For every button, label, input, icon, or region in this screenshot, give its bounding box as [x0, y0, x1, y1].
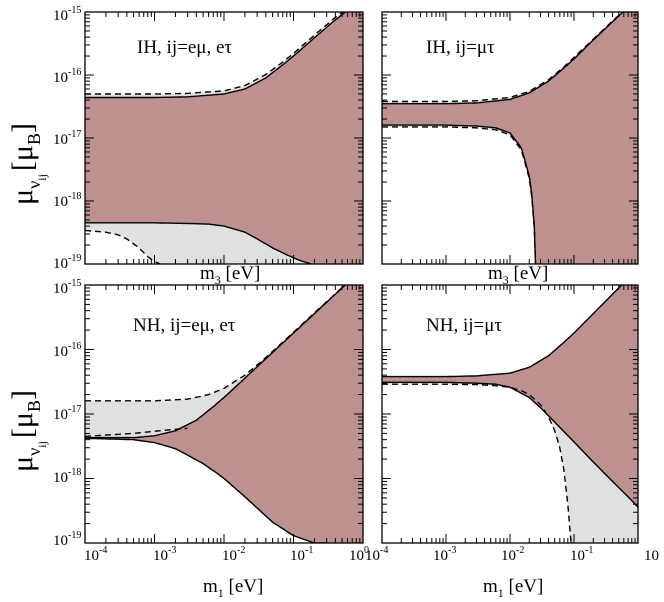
- series-solid-lower: [85, 222, 312, 264]
- ytick-label: 10-16: [53, 67, 81, 86]
- ylabel-ij: ij: [35, 441, 49, 448]
- x-tick-labels-left: 10-4 10-3 10-2 10-1 100: [84, 545, 369, 564]
- series-solid-lower: [382, 124, 537, 264]
- series-solid-lower: [382, 381, 638, 508]
- svg-text:μνij[μB]: μνij [μB]: [6, 123, 49, 205]
- xtick-label: 10-3: [433, 545, 456, 564]
- ytick-label: 10-18: [53, 191, 81, 210]
- x-axis-label-right: m1 [eV]: [483, 576, 543, 600]
- ylabel-ij: ij: [35, 174, 49, 181]
- tick-marks: [381, 11, 639, 265]
- xtick-label: 10-4: [365, 545, 388, 564]
- ytick-label: 10-17: [53, 404, 81, 423]
- ylabel-nu: ν: [24, 448, 44, 456]
- series-solid-upper: [382, 285, 623, 378]
- plot-area: [382, 285, 638, 543]
- panel-title: NH, ij=μτ: [426, 315, 502, 336]
- ylabel-unit-close: ]: [6, 123, 39, 133]
- tick-marks: [84, 11, 364, 265]
- xtick-label: 100: [349, 545, 369, 564]
- series-dashed-lower: [382, 383, 572, 543]
- series-solid-lower: [85, 437, 327, 543]
- ylabel-nu: ν: [24, 181, 44, 189]
- ytick-label: 10-17: [53, 129, 81, 148]
- ytick-label: 10-15: [53, 278, 81, 297]
- panel-title: IH, ij=μτ: [426, 37, 495, 58]
- ylabel-mu: μ: [6, 456, 39, 472]
- y-tick-labels-bottom: 10-15 10-16 10-17 10-18 10-19: [53, 278, 81, 549]
- xtick-label: 10-1: [570, 545, 593, 564]
- xtick-label: 10-3: [153, 545, 176, 564]
- ylabel-unit-close: ]: [6, 390, 39, 400]
- panel-nh-emu-etau: NH, ij=eμ, eτ: [84, 284, 364, 544]
- tick-marks: [381, 284, 639, 544]
- xtick-label: 10: [644, 548, 659, 564]
- y-axis-label-top: μνij [μB]: [6, 123, 49, 205]
- ytick-label: 10-18: [53, 467, 81, 486]
- allowed-region: [85, 285, 363, 543]
- plot-area: [85, 12, 363, 264]
- xtick-label: 10-2: [222, 545, 245, 564]
- y-axis-label-bottom: μνij [μB]: [6, 390, 49, 472]
- plot-area: [382, 12, 638, 264]
- ylabel-mu: μ: [6, 189, 39, 205]
- panel-title: NH, ij=eμ, eτ: [133, 315, 236, 336]
- series-dashed-upper: [85, 285, 346, 402]
- ytick-label: 10-15: [53, 5, 81, 24]
- ylabel-unit-open: [μ: [6, 412, 39, 438]
- ytick-label: 10-19: [53, 530, 81, 549]
- xtick-label: 10-4: [84, 545, 107, 564]
- tick-marks: [84, 284, 364, 544]
- series-solid-upper: [85, 12, 347, 99]
- ylabel-unit-b: B: [24, 133, 44, 145]
- allowed-region: [85, 12, 363, 264]
- panel-nh-mutau: NH, ij=μτ: [381, 284, 639, 544]
- series-dashed-lower: [85, 427, 188, 438]
- x-axis-label-left: m1 [eV]: [203, 576, 263, 600]
- panel-ih-emu-etau: IH, ij=eμ, eτ: [84, 11, 364, 265]
- x-axis-label-top-right: m3 [eV]: [488, 263, 548, 287]
- panel-title: IH, ij=eμ, eτ: [137, 37, 232, 58]
- y-tick-labels-top: 10-15 10-16 10-17 10-18 10-19: [53, 5, 81, 272]
- ytick-label: 10-19: [53, 253, 81, 272]
- x-axis-label-top-left: m3 [eV]: [200, 263, 260, 287]
- x-tick-labels-right: 10-4 10-3 10-2 10-1 10: [365, 545, 659, 564]
- ytick-label: 10-16: [53, 341, 81, 360]
- panel-ih-mutau: IH, ij=μτ: [381, 11, 639, 265]
- series-dashed-upper: [382, 12, 624, 103]
- xtick-label: 10-2: [501, 545, 524, 564]
- ylabel-unit-b: B: [24, 400, 44, 412]
- series-dashed-lower: [85, 229, 161, 264]
- svg-text:μνij[μB]: μνij [μB]: [6, 390, 49, 472]
- ylabel-unit-open: [μ: [6, 145, 39, 171]
- xtick-label: 10-1: [290, 545, 313, 564]
- allowed-region: [382, 12, 638, 264]
- plot-area: [85, 285, 363, 543]
- allowed-region: [382, 285, 638, 508]
- series-dashed-lower: [382, 126, 537, 264]
